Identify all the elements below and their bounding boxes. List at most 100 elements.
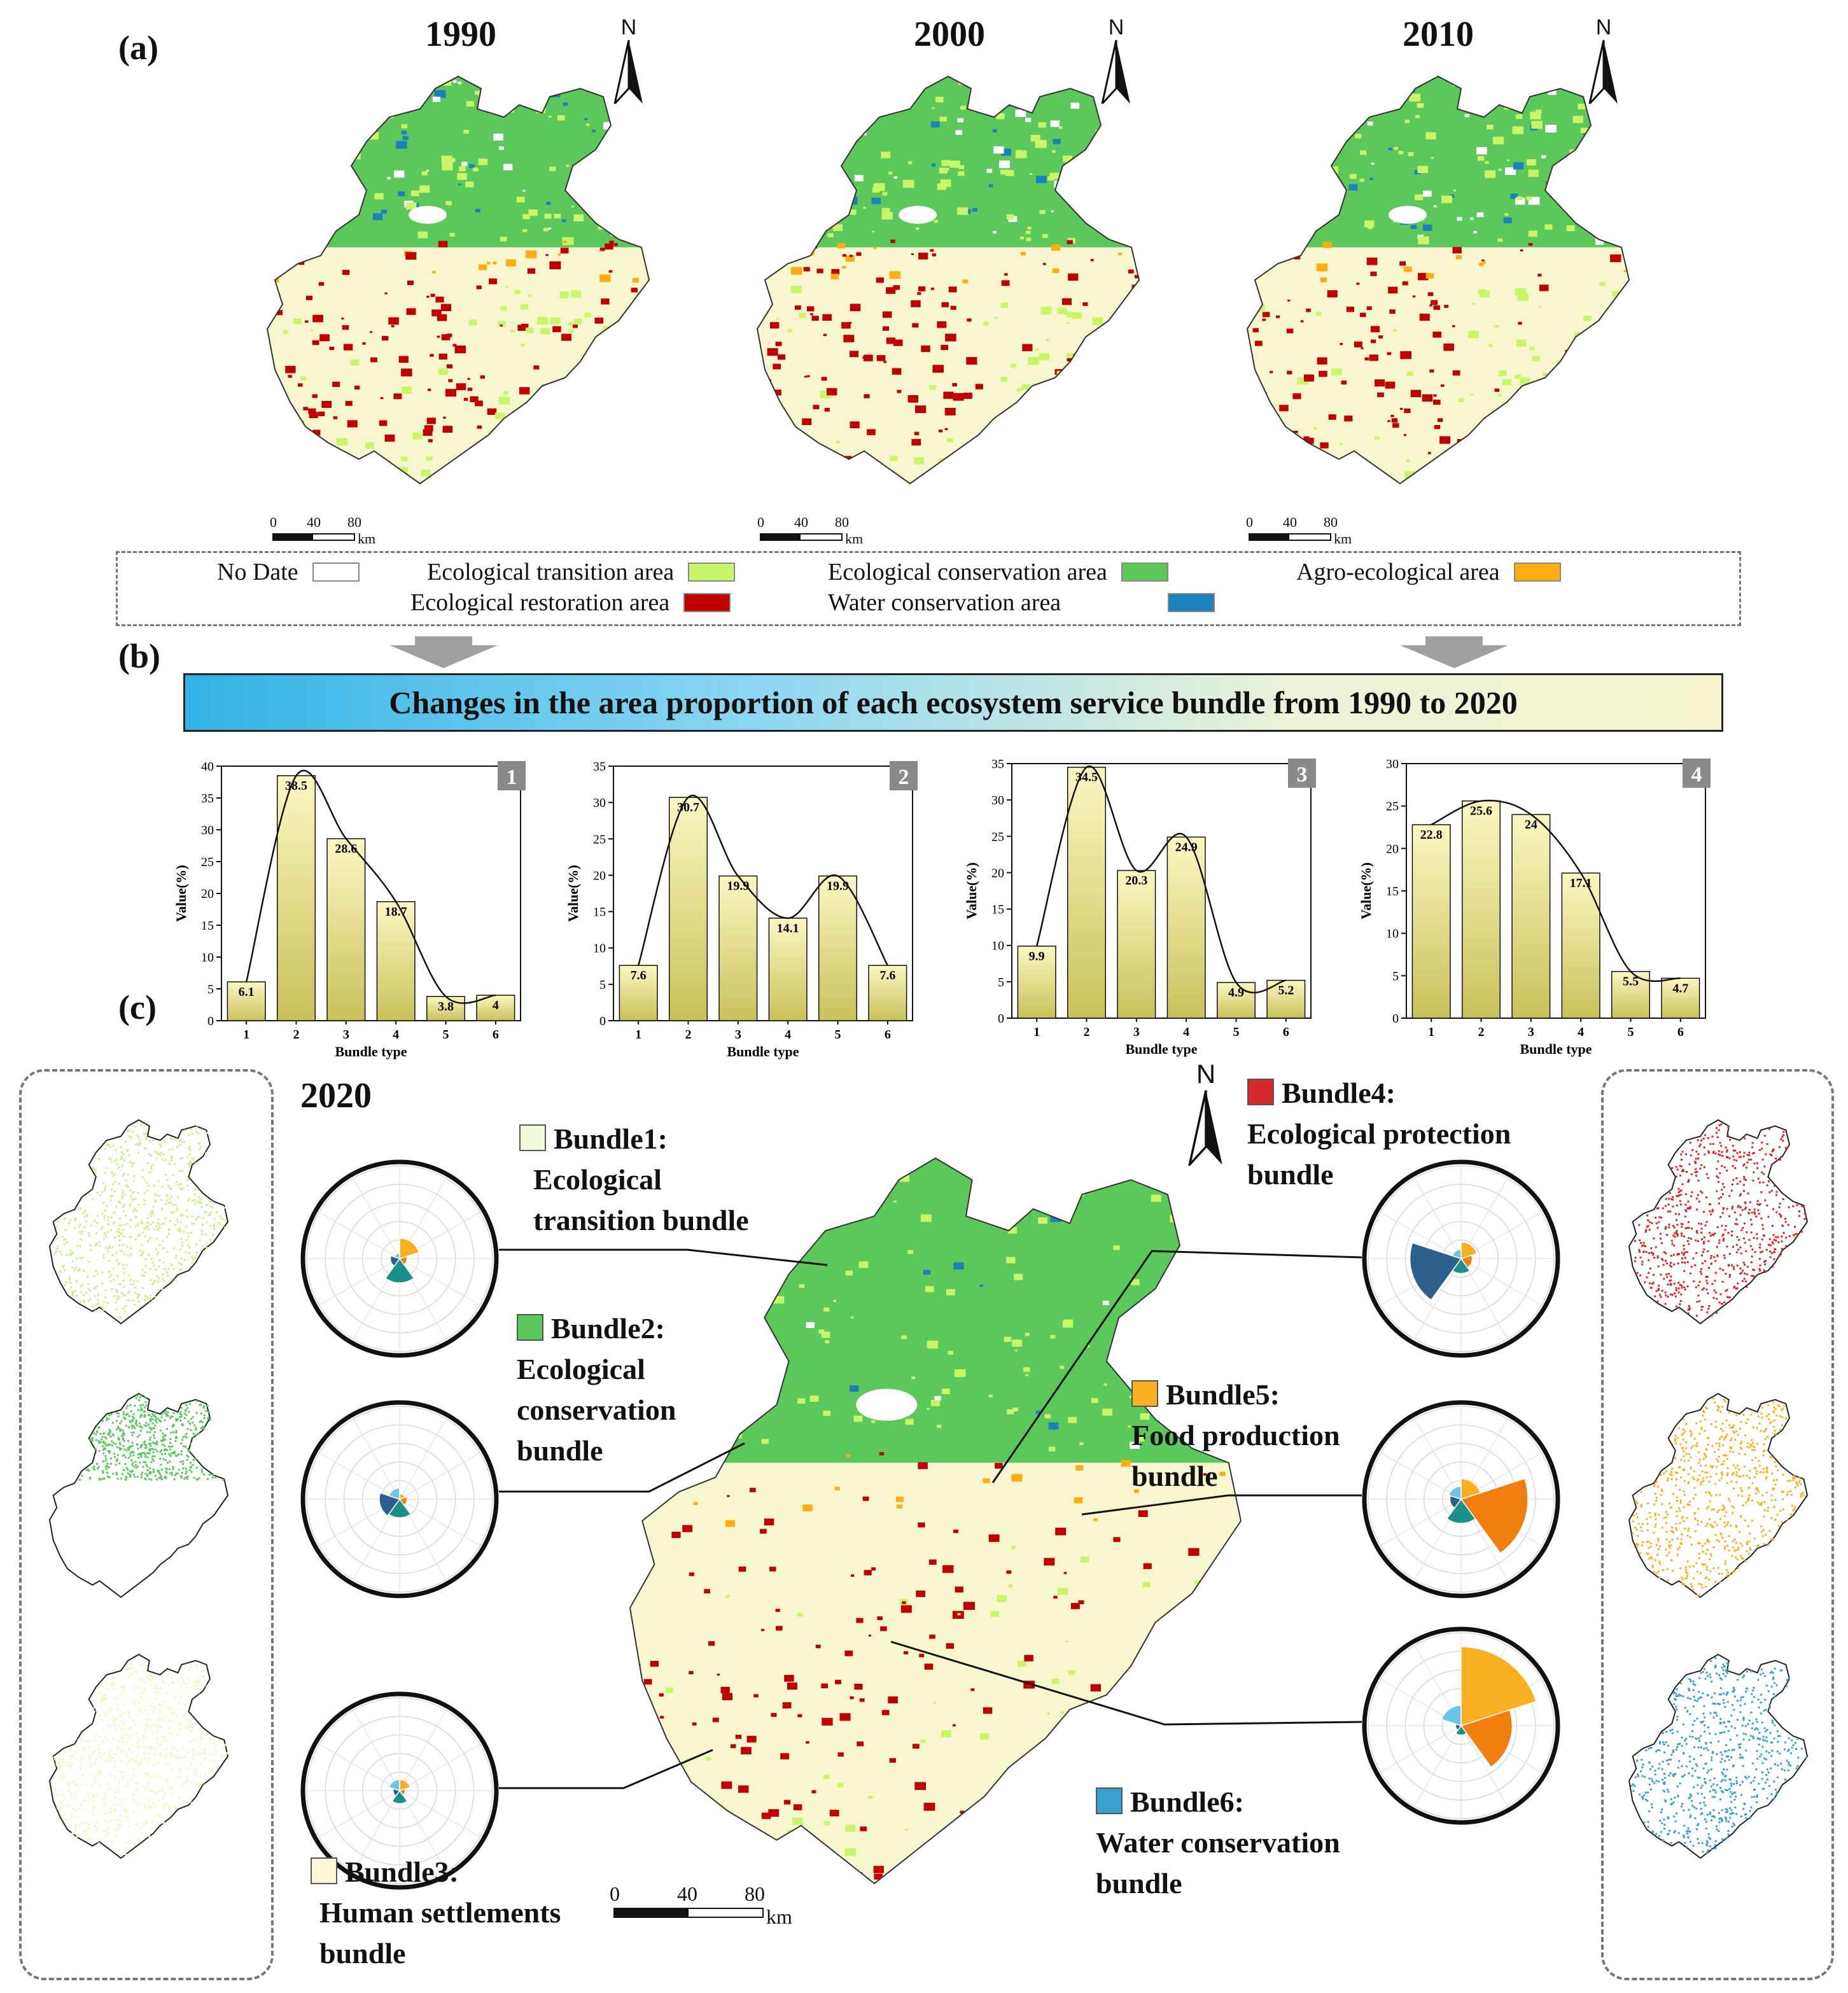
panel-badge-number: 3 (1297, 763, 1308, 787)
year-2000-title: 2000 (914, 15, 985, 54)
rose-wedge (399, 1238, 420, 1260)
y-tick-label: 20 (1386, 842, 1399, 856)
north-arrow-icon (1100, 39, 1130, 108)
scale-tick-40: 40 (307, 514, 321, 530)
bundle6-label: Bundle6: Water conservation bundle (1096, 1782, 1340, 1904)
scale-tick-0: 0 (270, 514, 277, 530)
year-2020-title: 2020 (300, 1076, 372, 1115)
bundle1-line2: transition bundle (533, 1204, 749, 1236)
x-tick-label: 6 (493, 1028, 499, 1042)
down-arrow-left (389, 636, 498, 668)
bar-value-label: 7.6 (879, 969, 895, 983)
legend-eco-conservation: Ecological conservation area (828, 558, 1168, 586)
scale-bar-2020: 0 40 80 km (610, 1882, 804, 1928)
x-tick-label: 5 (835, 1028, 841, 1042)
bundle2-swatch (517, 1314, 543, 1341)
scale-bar-2000: 0 40 80 km (757, 514, 887, 547)
y-tick-label: 0 (599, 1014, 606, 1028)
scale-tick-80: 80 (745, 1882, 765, 1905)
bundle5-swatch (1131, 1380, 1158, 1407)
legend-no-data: No Date (217, 558, 360, 586)
rose-wedge (1441, 1705, 1462, 1727)
bar (276, 775, 316, 1021)
banner-title: Changes in the area proportion of each e… (389, 685, 1518, 720)
y-tick-label: 35 (201, 792, 214, 806)
scale-tick-80: 80 (835, 514, 849, 530)
scale-unit: km (1334, 531, 1352, 547)
panel-badge (498, 761, 526, 790)
bar-value-label: 22.8 (1420, 828, 1443, 842)
bundle4-title: Bundle4: (1282, 1077, 1396, 1109)
map-1990 (266, 75, 650, 485)
scale-tick-0: 0 (610, 1882, 620, 1905)
scale-bar-2010: 0 40 80 km (1246, 514, 1376, 547)
x-tick-label: 3 (1133, 1025, 1140, 1039)
bundle6-line1: Water conservation (1096, 1826, 1340, 1859)
bar-value-label: 20.3 (1125, 874, 1147, 888)
x-tick-label: 1 (243, 1028, 249, 1042)
north-label: N (1595, 15, 1612, 39)
legend-label: Agro-ecological area (1296, 559, 1500, 585)
y-tick-label: 15 (1386, 885, 1399, 899)
year-2010-title: 2010 (1403, 15, 1474, 54)
bundle1-line1: Ecological (533, 1163, 662, 1196)
scale-unit: km (845, 531, 864, 547)
x-axis-label: Bundle type (335, 1044, 407, 1059)
y-tick-label: 5 (207, 983, 214, 996)
legend-swatch (1121, 563, 1168, 582)
bundle2-title: Bundle2: (551, 1312, 665, 1345)
rose-wedge (388, 1487, 400, 1500)
bar (426, 996, 466, 1021)
north-arrow-icon (1187, 1090, 1222, 1169)
legend-label: Ecological conservation area (828, 559, 1107, 585)
x-tick-label: 6 (885, 1028, 891, 1042)
y-tick-label: 10 (593, 942, 606, 956)
bar-value-label: 9.9 (1029, 949, 1045, 963)
trend-curve (245, 769, 496, 1004)
bundle3-line2: bundle (319, 1937, 406, 1969)
bundle3-title: Bundle3: (345, 1856, 459, 1888)
bundle5-title: Bundle5: (1166, 1378, 1280, 1411)
year-1990-title: 1990 (425, 15, 496, 54)
bar (768, 918, 808, 1021)
bar (668, 797, 708, 1021)
y-tick-label: 20 (201, 887, 214, 901)
x-tick-label: 3 (735, 1028, 741, 1042)
y-tick-label: 20 (593, 869, 606, 883)
x-tick-label: 3 (343, 1028, 349, 1042)
bar-value-label: 18.7 (385, 905, 407, 919)
bar-value-label: 7.6 (631, 969, 647, 983)
north-arrow-2000: N (1097, 15, 1135, 108)
left-bundle-maps-box (19, 1069, 274, 1980)
rose-wedge (1460, 1478, 1529, 1555)
legend-swatch (312, 563, 360, 582)
y-tick-label: 30 (593, 796, 606, 810)
y-tick-label: 10 (201, 951, 214, 965)
north-arrow-2020: N (1184, 1059, 1228, 1169)
legend-swatch (683, 593, 731, 612)
mini-map-bundle5 (1628, 1392, 1809, 1598)
x-tick-label: 6 (1283, 1025, 1289, 1039)
mini-map-bundle1 (48, 1119, 229, 1325)
y-tick-label: 0 (1392, 1012, 1399, 1026)
panel-badge (1288, 759, 1316, 788)
bar (1511, 814, 1551, 1019)
y-tick-label: 15 (991, 903, 1004, 917)
bar-value-label: 25.6 (1470, 804, 1492, 818)
down-arrow-right (1400, 636, 1508, 668)
rose-wedge (1410, 1242, 1462, 1301)
bundle4-line2: bundle (1247, 1158, 1334, 1191)
rose-diagram-bundle1 (300, 1159, 499, 1358)
y-tick-label: 0 (207, 1014, 214, 1028)
y-tick-label: 5 (1392, 969, 1399, 983)
x-tick-label: 2 (1478, 1025, 1485, 1039)
bundle4-line1: Ecological protection (1247, 1117, 1511, 1150)
bundle4-label: Bundle4: Ecological protection bundle (1247, 1073, 1511, 1195)
bundle1-label: Bundle1: Ecological transition bundle (519, 1119, 749, 1241)
y-tick-label: 5 (998, 976, 1004, 990)
rose-wedge (1452, 1248, 1462, 1260)
x-tick-label: 4 (393, 1028, 399, 1042)
scale-tick-0: 0 (757, 514, 764, 530)
trend-curve (637, 794, 888, 966)
legend-label: Ecological transition area (427, 559, 675, 585)
